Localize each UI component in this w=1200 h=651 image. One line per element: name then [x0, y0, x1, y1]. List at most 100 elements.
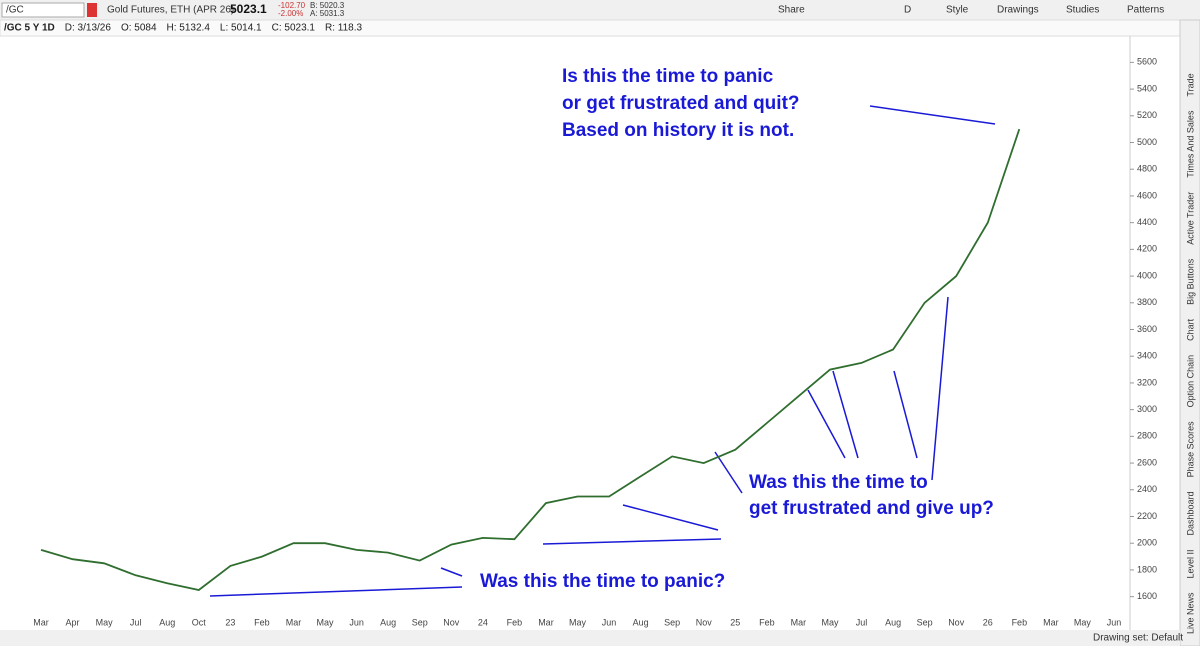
info-item: L: 5014.1 — [220, 23, 262, 34]
side-tab[interactable]: Option Chain — [1185, 355, 1195, 408]
info-item: H: 5132.4 — [167, 23, 211, 34]
side-tab[interactable]: Live News — [1185, 592, 1195, 634]
x-tick-label: Feb — [759, 617, 775, 627]
annotation-line — [542, 538, 722, 545]
x-tick-label: Nov — [443, 617, 460, 627]
change-pct: -2.00% — [278, 9, 303, 18]
annotation: or get frustrated and quit? — [562, 93, 800, 114]
button[interactable]: Style — [946, 5, 969, 16]
annotation-line — [440, 567, 463, 577]
y-tick-label: 2800 — [1137, 431, 1157, 441]
x-tick-label: Mar — [791, 617, 807, 627]
annotation-line — [931, 296, 949, 481]
info-item: O: 5084 — [121, 23, 157, 34]
annotation-line — [869, 105, 996, 125]
side-tab[interactable]: Active Trader — [1185, 192, 1195, 245]
x-tick-label: May — [569, 617, 587, 627]
y-tick-label: 2400 — [1137, 484, 1157, 494]
y-tick-label: 4200 — [1137, 244, 1157, 254]
side-tab[interactable]: Times And Sales — [1185, 110, 1195, 178]
x-tick-label: Aug — [885, 617, 901, 627]
y-tick-label: 3000 — [1137, 404, 1157, 414]
y-tick-label: 2600 — [1137, 457, 1157, 467]
annotation: Based on history it is not. — [562, 120, 794, 141]
side-tab[interactable]: Big Buttons — [1185, 258, 1195, 305]
x-tick-label: Aug — [633, 617, 649, 627]
symbol: /GC — [6, 5, 24, 16]
ask: A: 5031.3 — [310, 9, 345, 18]
x-tick-label: Mar — [33, 617, 49, 627]
button[interactable]: D — [904, 5, 911, 16]
y-tick-label: 1800 — [1137, 564, 1157, 574]
side-tab[interactable]: Chart — [1185, 318, 1195, 341]
annotation: Is this the time to panic — [562, 66, 774, 87]
x-tick-label: 25 — [730, 617, 740, 627]
x-tick-label: Jul — [130, 617, 142, 627]
info-item: D: 3/13/26 — [65, 23, 112, 34]
x-tick-label: May — [317, 617, 335, 627]
y-tick-label: 5400 — [1137, 83, 1157, 93]
y-tick-label: 3400 — [1137, 351, 1157, 361]
annotation: get frustrated and give up? — [749, 498, 994, 519]
change: -102.70 — [278, 1, 306, 10]
symbol-box[interactable] — [1, 2, 85, 18]
bid: B: 5020.3 — [310, 1, 345, 10]
x-tick-label: Mar — [286, 617, 302, 627]
price-line — [40, 128, 1021, 591]
description: Gold Futures, ETH (APR 26) — [107, 5, 234, 16]
x-tick-label: Aug — [159, 617, 175, 627]
y-tick-label: 3600 — [1137, 324, 1157, 334]
x-tick-label: May — [1074, 617, 1092, 627]
toolbar — [0, 0, 1200, 20]
y-tick-label: 4000 — [1137, 270, 1157, 280]
info-group: /GC 5 Y 1D D: 3/13/26 O: 5084 H: 5132.4 L: 5… — [4, 23, 362, 34]
x-tick-label: Sep — [917, 617, 933, 627]
button[interactable]: Drawings — [997, 5, 1039, 16]
x-tick-label: Feb — [1012, 617, 1028, 627]
y-tick-label: 5000 — [1137, 137, 1157, 147]
x-tick-label: Jul — [856, 617, 868, 627]
y-tick-label: 4400 — [1137, 217, 1157, 227]
side-tab[interactable]: Trade — [1185, 73, 1195, 96]
button[interactable]: Studies — [1066, 5, 1099, 16]
x-tick-label: Aug — [380, 617, 396, 627]
scrollbar — [0, 630, 1180, 646]
annotation: Was this the time to — [749, 472, 928, 493]
x-tick-label: Jun — [602, 617, 617, 627]
y-tick-label: 2000 — [1137, 538, 1157, 548]
x-tick-label: May — [821, 617, 839, 627]
y-tick-label: 4600 — [1137, 190, 1157, 200]
side-tab[interactable]: Level II — [1185, 549, 1195, 578]
button[interactable]: Patterns — [1127, 5, 1164, 16]
x-tick-label: Mar — [538, 617, 554, 627]
y-tick-label: 4800 — [1137, 164, 1157, 174]
x-tick-label: 24 — [478, 617, 488, 627]
info-item: /GC 5 Y 1D — [4, 23, 55, 34]
side-tab[interactable]: Phase Scores — [1185, 421, 1195, 478]
annotation-line — [807, 389, 846, 459]
x-tick-label: Sep — [664, 617, 680, 627]
button[interactable]: Share — [778, 5, 805, 16]
x-tick-label: Apr — [66, 617, 80, 627]
annotation-line — [622, 504, 719, 531]
x-tick-label: Jun — [1107, 617, 1122, 627]
annotation-line — [832, 370, 859, 459]
y-tick-label: 3800 — [1137, 297, 1157, 307]
y-tick-label: 2200 — [1137, 511, 1157, 521]
y-tick-label: 1600 — [1137, 591, 1157, 601]
annotation: Was this the time to panic? — [480, 571, 725, 592]
annotation-line — [714, 451, 743, 494]
flag — [87, 3, 97, 17]
x-tick-label: 26 — [983, 617, 993, 627]
annotation-line — [893, 370, 918, 459]
last-price: 5023.1 — [230, 2, 267, 16]
info-item: R: 118.3 — [325, 23, 362, 34]
x-tick-label: Jun — [349, 617, 364, 627]
x-tick-label: Mar — [1043, 617, 1059, 627]
x-tick-label: Feb — [507, 617, 523, 627]
annotation-line — [209, 586, 463, 597]
x-tick-label: Feb — [254, 617, 270, 627]
side-tab[interactable]: Dashboard — [1185, 491, 1195, 535]
